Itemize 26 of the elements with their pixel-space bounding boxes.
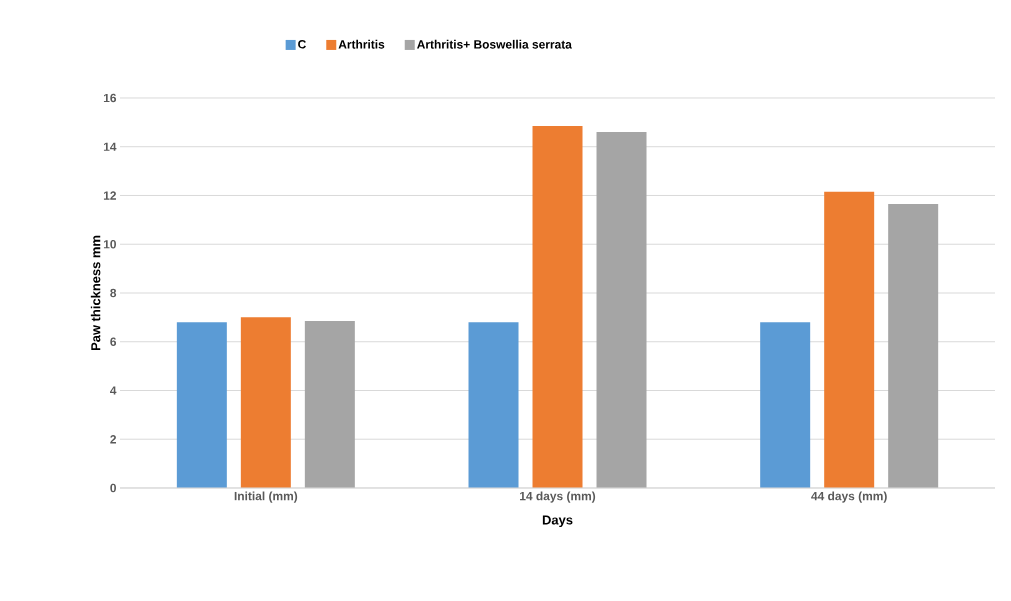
bar	[596, 132, 647, 488]
y-tick-label: 0	[110, 483, 116, 493]
x-axis-title: Days	[542, 515, 573, 528]
x-tick-label: Initial (mm)	[234, 491, 298, 503]
legend-label: Arthritis	[338, 39, 385, 49]
legend-label: Arthritis+ Boswellia serrata	[417, 39, 572, 49]
y-tick-label: 10	[103, 240, 116, 249]
y-tick-label: 8	[110, 288, 117, 298]
bar	[304, 321, 355, 488]
y-tick-label: 2	[110, 435, 117, 444]
bar	[760, 322, 811, 488]
x-tick-label: 44 days (mm)	[811, 491, 887, 503]
bar	[888, 204, 939, 488]
legend-label: C	[298, 40, 306, 49]
y-tick-label: 12	[103, 191, 117, 200]
bar	[532, 126, 583, 488]
y-tick-label: 14	[103, 142, 117, 151]
y-tick-label: 6	[110, 337, 117, 346]
y-tick-label: 16	[103, 93, 117, 103]
x-tick-label: 14 days (mm)	[520, 491, 596, 503]
y-tick-label: 4	[110, 386, 117, 395]
bar	[824, 191, 875, 488]
bar	[240, 317, 291, 488]
bar	[468, 322, 519, 488]
y-axis-title: Paw thickness mm	[90, 235, 101, 351]
bar	[176, 322, 227, 488]
